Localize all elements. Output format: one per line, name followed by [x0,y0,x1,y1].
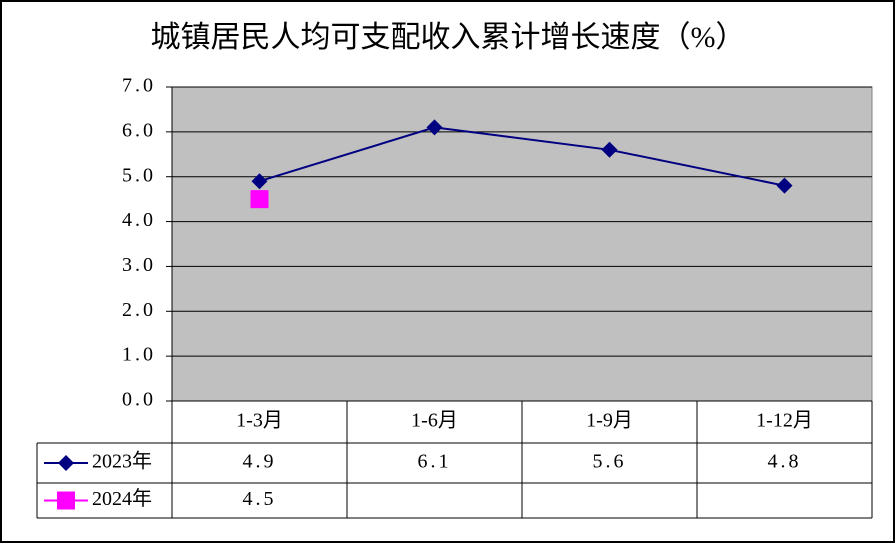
y-tick-label: 4.0 [122,209,156,231]
plot-area [171,86,873,402]
legend-marker [58,455,74,471]
point [250,190,269,209]
y-tick-label: 2.0 [122,299,156,321]
point [426,119,443,136]
y-tick-label: 3.0 [122,254,156,276]
table-value: 4.9 [243,451,277,473]
y-tick-label: 1.0 [122,344,156,366]
table-value: 4.5 [243,488,277,510]
y-tick-label: 0.0 [122,389,156,411]
x-tick-label: 1-9月 [586,410,633,432]
table-value: 5.6 [593,451,627,473]
legend-label: 2024年 [92,487,152,510]
point [251,173,268,190]
x-tick-label: 1-3月 [236,410,283,432]
table-value: 6.1 [418,451,452,473]
y-tick-label: 5.0 [122,164,156,186]
point [776,177,793,194]
legend-marker [57,491,75,510]
legend-label: 2023年 [92,450,152,473]
point [601,141,618,158]
y-tick-label: 6.0 [122,119,156,141]
x-tick-label: 1-6月 [411,410,458,432]
y-tick-label: 7.0 [122,75,156,97]
x-tick-label: 1-12月 [756,410,813,432]
chart-title: 城镇居民人均可支配收入累计增长速度（%） [151,21,746,54]
series-line [259,126,785,187]
table-value: 4.8 [768,451,802,473]
